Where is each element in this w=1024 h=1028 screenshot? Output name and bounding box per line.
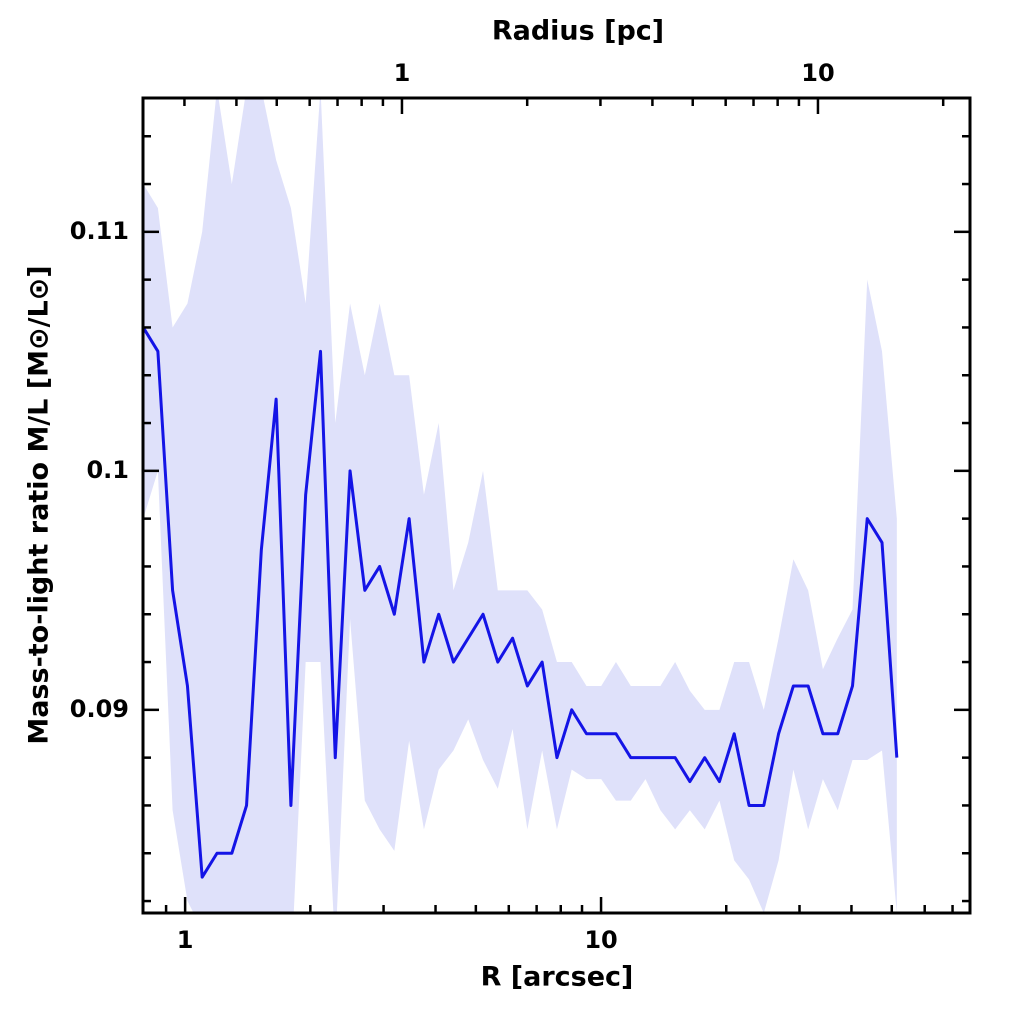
x-axis-title: R [arcsec] — [481, 962, 634, 993]
y-axis-title: Mass-to-light ratio M/L [M⊙/L⊙] — [24, 265, 55, 744]
y-tick-label: 0.09 — [70, 695, 129, 723]
line — [143, 326, 899, 879]
y-tick-label: 0.1 — [86, 456, 129, 484]
plot-area — [143, 98, 899, 913]
x2-tick-label: 10 — [801, 59, 834, 87]
y-tick-label: 0.11 — [70, 217, 129, 245]
x-tick-label: 10 — [584, 926, 617, 954]
frame — [141, 96, 972, 915]
top-axis-title: Radius [pc] — [492, 16, 664, 47]
error-band — [143, 98, 897, 913]
x-tick-label: 1 — [177, 926, 194, 954]
x2-tick-label: 1 — [394, 59, 411, 87]
